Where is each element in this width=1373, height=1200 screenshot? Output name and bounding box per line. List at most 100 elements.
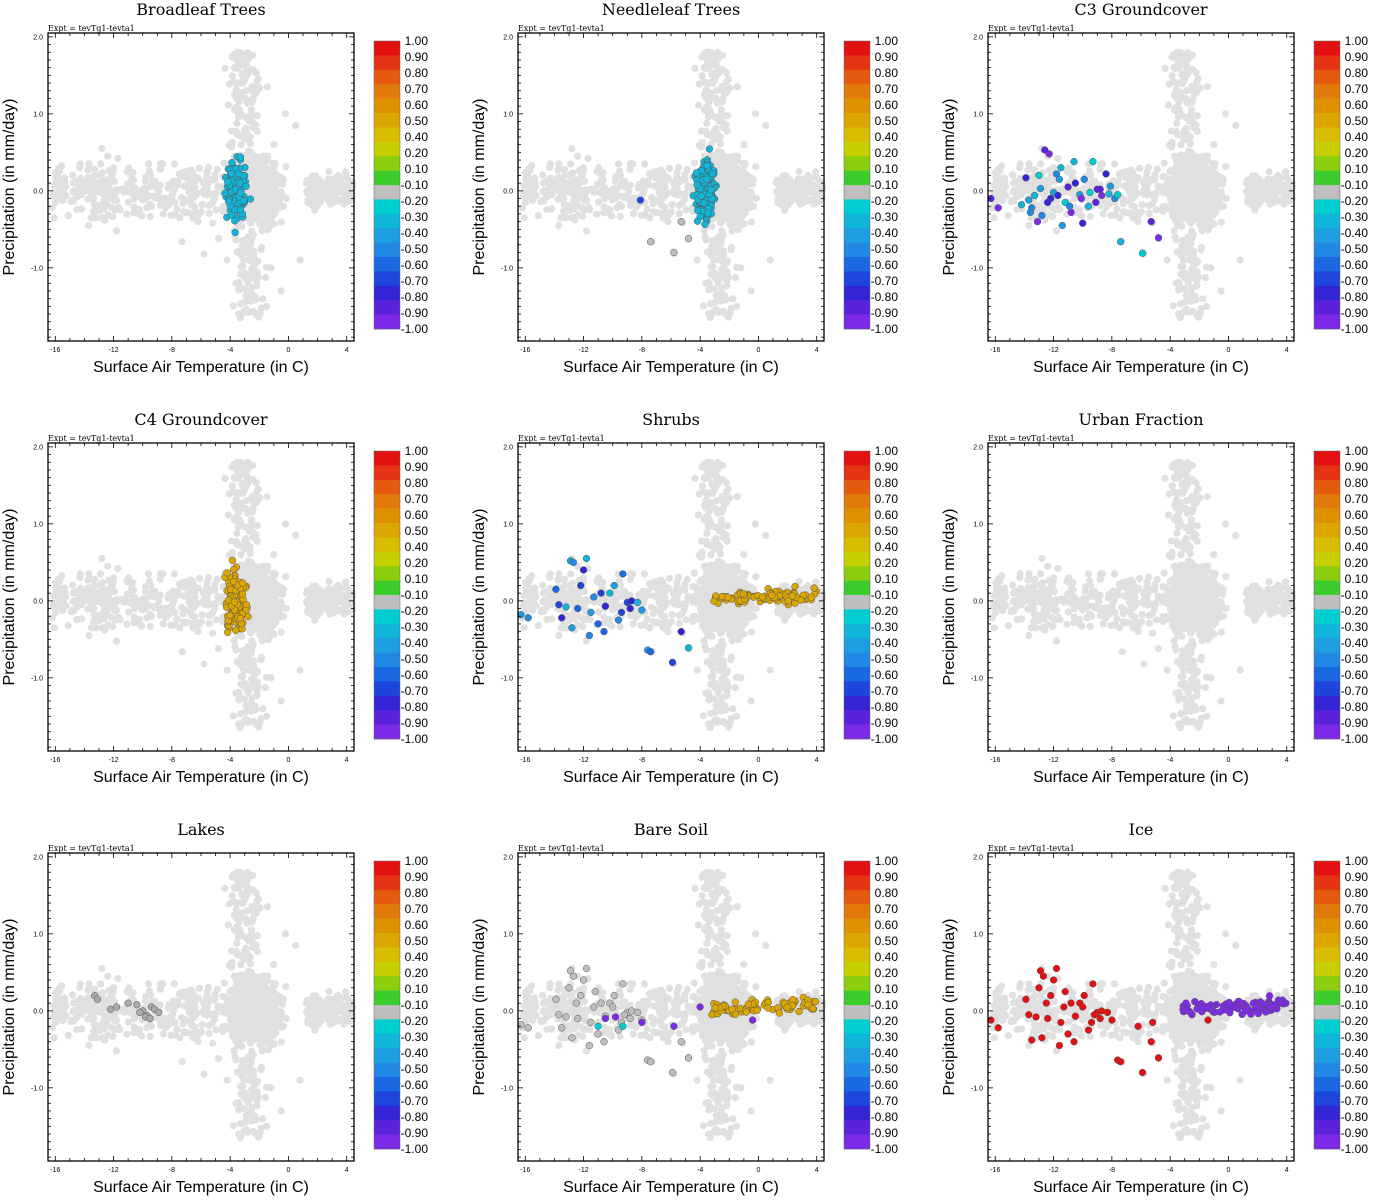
background-point <box>1145 201 1153 209</box>
background-point <box>250 261 258 269</box>
background-point <box>281 110 290 118</box>
background-point <box>1188 247 1196 255</box>
background-point <box>716 219 725 227</box>
background-point <box>737 204 746 212</box>
y-tick-label: 1.0 <box>973 111 983 118</box>
x-axis-label: Surface Air Temperature (in C) <box>93 359 309 376</box>
background-point <box>747 218 755 226</box>
background-point <box>580 164 588 172</box>
background-point <box>204 191 212 199</box>
background-point <box>170 160 179 168</box>
background-point <box>1050 164 1058 172</box>
background-point <box>539 171 547 179</box>
colorbar-swatch <box>844 300 870 315</box>
background-point <box>249 123 257 131</box>
background-point <box>616 212 624 221</box>
background-point <box>717 106 726 114</box>
background-point <box>555 221 563 230</box>
background-point <box>733 302 741 310</box>
background-point <box>993 189 1001 197</box>
data-point <box>670 248 678 257</box>
background-point <box>1145 209 1153 217</box>
background-point <box>111 206 120 214</box>
colorbar-label: 0.80 <box>1345 66 1369 80</box>
background-point <box>673 168 681 176</box>
background-point <box>259 295 267 303</box>
background-point <box>194 218 202 226</box>
background-point <box>1173 89 1181 97</box>
background-point <box>718 247 726 255</box>
data-point <box>1026 208 1034 217</box>
background-point <box>252 87 260 95</box>
data-point <box>231 228 239 237</box>
background-point <box>224 101 232 109</box>
background-point <box>732 186 740 194</box>
background-point <box>1174 131 1182 139</box>
background-point <box>176 214 184 222</box>
background-point <box>195 164 204 172</box>
background-point <box>76 160 84 168</box>
background-point <box>69 171 77 179</box>
background-point <box>244 48 252 57</box>
background-point <box>1177 270 1185 278</box>
background-point <box>1184 64 1192 72</box>
background-point <box>271 177 279 185</box>
background-point <box>1193 112 1201 120</box>
background-point <box>277 190 285 198</box>
y-tick-label: -1.0 <box>501 265 513 272</box>
colorbar-label: -0.10 <box>1341 178 1369 192</box>
background-point <box>548 205 556 213</box>
background-point <box>664 218 672 226</box>
background-point <box>781 172 790 180</box>
y-axis-label: Precipitation (in mm/day) <box>941 99 958 276</box>
colorbar-swatch <box>374 98 400 114</box>
background-point <box>784 185 793 193</box>
background-point <box>209 219 217 227</box>
background-point <box>205 209 213 217</box>
background-point <box>223 256 231 264</box>
background-point <box>1192 310 1200 318</box>
background-point <box>712 73 720 81</box>
background-point <box>1186 133 1194 141</box>
background-point <box>233 48 241 56</box>
background-point <box>1189 95 1197 103</box>
background-point <box>1254 185 1262 193</box>
colorbar-swatch <box>374 84 400 99</box>
colorbar-label: 0.90 <box>405 50 429 64</box>
background-point <box>191 191 200 199</box>
background-point <box>1203 83 1211 91</box>
background-point <box>228 142 236 150</box>
data-point <box>1114 191 1122 199</box>
colorbar-swatch <box>844 127 870 143</box>
background-point <box>58 196 67 205</box>
background-point <box>1185 114 1193 122</box>
colorbar-swatch <box>1314 314 1340 330</box>
colorbar-label: 0.80 <box>875 66 899 80</box>
background-point <box>1190 152 1198 160</box>
colorbar-label: 0.80 <box>405 66 429 80</box>
background-point <box>282 163 290 171</box>
background-point <box>1185 256 1193 264</box>
background-point <box>729 179 737 187</box>
background-point <box>85 221 93 230</box>
data-point <box>228 158 236 167</box>
colorbar-swatch <box>1314 55 1340 71</box>
background-point <box>736 211 744 219</box>
background-point <box>123 210 131 218</box>
colorbar-label: -0.90 <box>871 306 899 320</box>
colorbar-swatch <box>1314 185 1340 200</box>
colorbar-swatch <box>374 113 400 128</box>
background-point <box>332 186 340 194</box>
background-point <box>1024 166 1032 174</box>
background-point <box>1164 101 1172 109</box>
background-point <box>242 124 250 133</box>
background-point <box>1199 295 1207 303</box>
data-point <box>705 145 714 153</box>
background-point <box>704 59 713 67</box>
colorbar-swatch <box>374 242 400 258</box>
background-point <box>1189 123 1197 131</box>
background-point <box>647 193 656 202</box>
background-point <box>726 220 734 229</box>
background-point <box>574 152 582 160</box>
